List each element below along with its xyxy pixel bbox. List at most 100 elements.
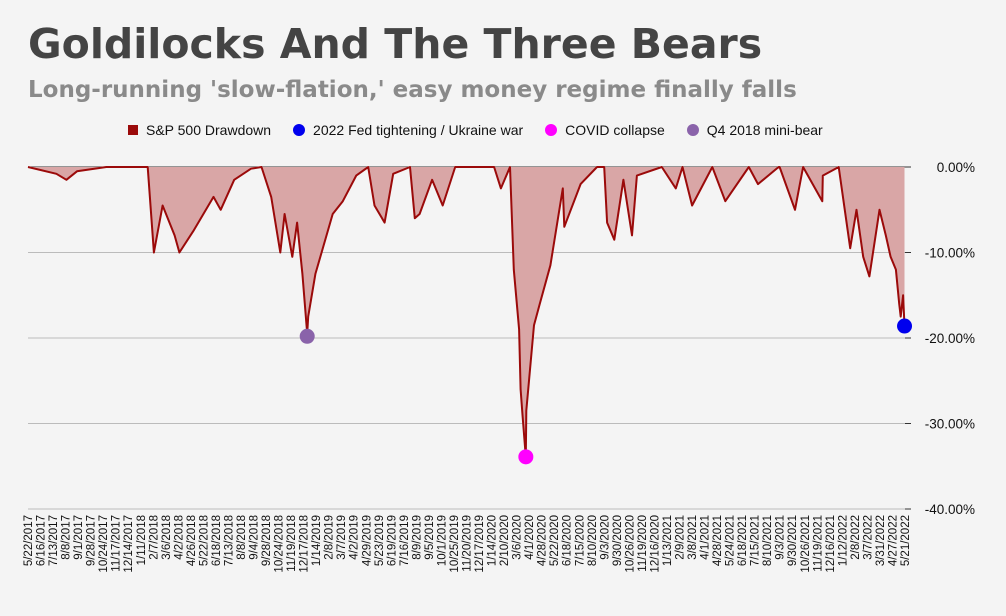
x-tick-label: 12/16/2021 — [825, 515, 837, 573]
x-tick-label: 5/21/2022 — [900, 515, 912, 566]
legend-item-q4-2018[interactable]: Q4 2018 mini-bear — [686, 122, 823, 138]
x-tick-label: 11/19/2018 — [286, 515, 298, 572]
chart-subtitle: Long-running 'slow-flation,' easy money … — [28, 77, 797, 103]
x-tick-label: 4/26/2018 — [186, 515, 198, 566]
x-tick-label: 11/19/2020 — [637, 515, 649, 572]
x-tick-label: 9/28/2017 — [86, 515, 98, 566]
chart-title: Goldilocks And The Three Bears — [28, 20, 763, 68]
x-tick-label: 2/10/2020 — [499, 515, 511, 566]
drawdown-line — [27, 166, 906, 458]
x-tick-label: 1/14/2019 — [311, 515, 323, 566]
event-marker[interactable] — [897, 318, 913, 334]
legend: S&P 500 Drawdown 2022 Fed tightening / U… — [128, 122, 823, 138]
x-tick-label: 6/18/2021 — [737, 515, 749, 566]
x-tick-label: 5/22/2020 — [549, 515, 561, 566]
y-tick-label: -20.00% — [925, 331, 975, 346]
x-tick-label: 4/28/2020 — [537, 515, 549, 566]
x-tick-label: 2/8/2019 — [324, 515, 336, 560]
x-tick-label: 5/24/2021 — [725, 515, 737, 566]
x-tick-label: 3/7/2019 — [336, 515, 348, 560]
x-tick-label: 2/7/2018 — [148, 515, 160, 560]
x-tick-label: 4/2/2018 — [173, 515, 185, 560]
x-tick-label: 5/22/2017 — [23, 515, 35, 566]
x-tick-label: 6/19/2019 — [386, 515, 398, 566]
x-tick-label: 6/18/2020 — [562, 515, 574, 566]
x-tick-label: 12/14/2017 — [123, 515, 135, 573]
x-tick-label: 2/9/2021 — [674, 515, 686, 560]
legend-label-drawdown: S&P 500 Drawdown — [146, 122, 272, 138]
x-tick-label: 7/13/2018 — [223, 515, 235, 566]
x-tick-label: 11/17/2017 — [111, 515, 123, 572]
x-tick-label: 9/30/2021 — [787, 515, 799, 566]
x-tick-label: 3/31/2022 — [875, 515, 887, 566]
x-tick-label: 7/15/2020 — [574, 515, 586, 566]
y-tick-label: -10.00% — [925, 246, 975, 261]
legend-label-q4-2018: Q4 2018 mini-bear — [706, 122, 823, 138]
x-tick-label: 1/13/2021 — [662, 515, 674, 566]
x-tick-label: 8/10/2020 — [587, 515, 599, 566]
legend-swatch-covid — [545, 124, 558, 136]
x-tick-label: 5/22/2018 — [198, 515, 210, 566]
x-tick-label: 9/4/2018 — [249, 515, 261, 560]
legend-swatch-q4-2018 — [686, 124, 699, 136]
x-tick-label: 2/8/2022 — [850, 515, 862, 560]
x-tick-label: 7/16/2019 — [399, 515, 411, 566]
x-tick-label: 3/6/2018 — [161, 515, 173, 560]
x-tick-label: 1/14/2020 — [487, 515, 499, 566]
legend-item-fed-tightening[interactable]: 2022 Fed tightening / Ukraine war — [293, 122, 523, 138]
x-tick-label: 10/24/2017 — [98, 515, 110, 573]
x-tick-label: 8/8/2017 — [61, 515, 73, 560]
x-tick-label: 10/25/2019 — [449, 515, 461, 573]
x-tick-label: 11/19/2021 — [812, 515, 824, 572]
x-axis: 5/22/2017 6/16/2017 7/13/2017 8/8/2017 9/1/2… — [23, 515, 912, 573]
x-tick-label: 12/17/2019 — [474, 515, 486, 573]
legend-label-covid: COVID collapse — [565, 122, 665, 138]
x-tick-label: 5/23/2019 — [374, 515, 386, 566]
event-marker[interactable] — [518, 449, 534, 465]
y-tick-label: -40.00% — [925, 502, 975, 517]
legend-swatch-drawdown — [128, 125, 138, 135]
x-tick-label: 12/17/2018 — [299, 515, 311, 573]
x-tick-label: 8/8/2018 — [236, 515, 248, 560]
y-tick-label: 0.00% — [937, 160, 975, 175]
x-tick-label: 10/24/2018 — [274, 515, 286, 573]
legend-item-covid[interactable]: COVID collapse — [545, 122, 665, 138]
x-tick-label: 4/27/2022 — [887, 515, 899, 566]
y-axis: 0.00% -10.00% -20.00% -30.00% -40.00% — [905, 160, 975, 517]
x-tick-label: 9/3/2020 — [599, 515, 611, 560]
x-tick-label: 8/9/2019 — [411, 515, 423, 560]
legend-label-fed-tightening: 2022 Fed tightening / Ukraine war — [313, 122, 524, 138]
event-marker[interactable] — [299, 328, 315, 344]
x-tick-label: 4/29/2019 — [361, 515, 373, 566]
drawdown-area — [28, 167, 905, 457]
x-tick-label: 3/6/2020 — [512, 515, 524, 560]
x-tick-label: 6/16/2017 — [36, 515, 48, 566]
x-tick-label: 1/12/2022 — [837, 515, 849, 566]
legend-swatch-fed-tightening — [293, 124, 306, 136]
x-tick-label: 9/28/2018 — [261, 515, 273, 566]
x-tick-label: 12/16/2020 — [649, 515, 661, 573]
x-tick-label: 9/30/2020 — [612, 515, 624, 566]
x-tick-label: 10/1/2019 — [436, 515, 448, 566]
x-tick-label: 6/18/2018 — [211, 515, 223, 566]
legend-item-drawdown[interactable]: S&P 500 Drawdown — [128, 122, 271, 138]
x-tick-label: 9/3/2021 — [775, 515, 787, 560]
x-tick-label: 4/2/2019 — [349, 515, 361, 560]
x-tick-label: 10/26/2021 — [800, 515, 812, 573]
x-tick-label: 4/1/2021 — [700, 515, 712, 560]
event-markers — [299, 318, 913, 465]
y-tick-label: -30.00% — [925, 417, 975, 432]
x-tick-label: 3/7/2022 — [862, 515, 874, 560]
x-tick-label: 9/1/2017 — [73, 515, 85, 560]
x-tick-label: 7/15/2021 — [750, 515, 762, 566]
x-tick-label: 10/26/2020 — [624, 515, 636, 573]
x-tick-label: 4/1/2020 — [524, 515, 536, 560]
x-tick-label: 11/20/2019 — [462, 515, 474, 572]
x-tick-label: 4/28/2021 — [712, 515, 724, 566]
x-tick-label: 1/11/2018 — [136, 515, 148, 565]
plot-area — [27, 166, 906, 458]
x-tick-label: 8/10/2021 — [762, 515, 774, 566]
x-tick-label: 7/13/2017 — [48, 515, 60, 566]
x-tick-label: 9/5/2019 — [424, 515, 436, 560]
